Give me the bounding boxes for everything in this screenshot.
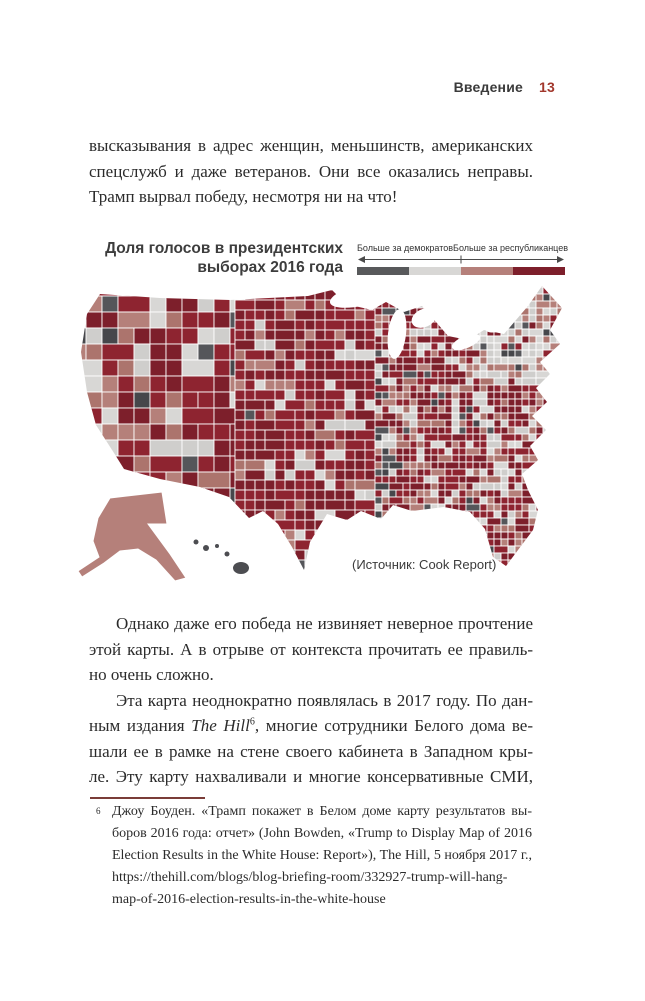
text-line: ным издания The Hill6, многие сотрудники…	[89, 716, 534, 735]
text-line: Однако даже его победа не извиняет невер…	[116, 614, 533, 633]
footnote-marker: 6	[96, 806, 101, 816]
legend-label-democrats: Больше за демократов	[357, 243, 454, 253]
legend-colorbar-segment	[461, 267, 513, 275]
intro-paragraph: высказывания в адрес женщин, меньшинств,…	[89, 133, 533, 210]
footnote: 6 Джоу Боуден. «Трамп покажет в Белом до…	[96, 801, 532, 911]
text-line: этой карты. А в отрыве от контекста проч…	[89, 639, 533, 659]
legend-colorbar-segment	[513, 267, 565, 275]
text-line: Джоу Боуден. «Трамп покажет в Белом доме…	[112, 804, 532, 819]
great-lakes	[329, 280, 509, 359]
legend-colorbar-segment	[409, 267, 461, 275]
text-line: map-of-2016-election-results-in-the-whit…	[112, 892, 386, 907]
text-line: боров 2016 года: отчет» (John Bowden, «T…	[112, 826, 532, 841]
text-line: https://thehill.com/blogs/blog-briefing-…	[112, 870, 508, 885]
text-line: ле. Эту карту нахваливали и многие консе…	[89, 767, 533, 786]
text-line: спецслужб и даже ветеранов. Они все оказ…	[89, 161, 533, 181]
running-head: Введение 13	[0, 79, 555, 95]
legend-label-republicans: Больше за республиканцев	[453, 243, 569, 253]
text-line: Эта карта неоднократно появлялась в 2017…	[116, 690, 533, 710]
figure-title-line2: выборах 2016 года	[197, 259, 343, 276]
text-line: Трамп вырвал победу, несмотря ни на что!	[89, 187, 398, 206]
body-paragraphs: Однако даже его победа не извиняет невер…	[89, 611, 533, 790]
text-line: высказывания в адрес женщин, меньшинств,…	[89, 136, 533, 155]
legend-arrow-icon	[358, 255, 564, 264]
figure-title-line1: Доля голосов в президентских	[105, 240, 343, 257]
legend-colorbar	[357, 267, 565, 275]
figure-title: Доля голосов в президентских выборах 201…	[95, 239, 343, 277]
footnote-text: Джоу Боуден. «Трамп покажет в Белом доме…	[112, 801, 532, 911]
map-source: (Источник: Cook Report)	[352, 557, 497, 572]
map-legend: Больше за демократов Больше за республик…	[357, 243, 569, 275]
text-line: шали ее в рамке на стене своего кабинета…	[89, 741, 533, 761]
text-line: но очень сложно.	[89, 665, 214, 684]
legend-colorbar-segment	[357, 267, 409, 275]
section-title: Введение	[453, 79, 524, 95]
footnote-rule	[90, 797, 205, 799]
alaska-inset	[77, 491, 187, 582]
text-line: Election Results in the White House: Rep…	[112, 848, 532, 863]
hawaii-inset	[193, 539, 249, 574]
page-number: 13	[539, 79, 555, 95]
us-election-choropleth-map	[77, 280, 562, 582]
